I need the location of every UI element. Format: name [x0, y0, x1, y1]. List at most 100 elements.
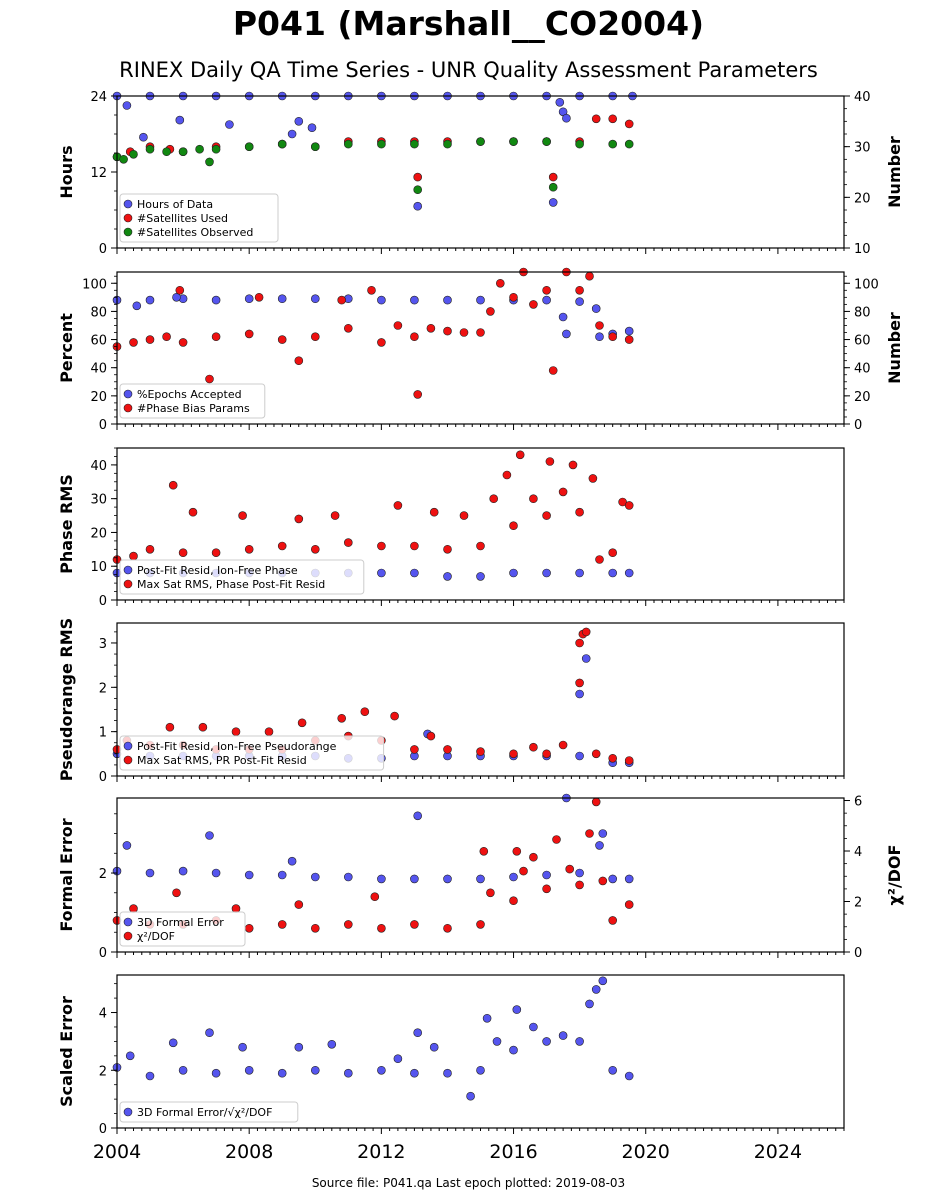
data-point: [122, 841, 132, 850]
data-point: [476, 572, 485, 581]
data-point: [145, 1071, 155, 1081]
data-point: [337, 713, 347, 723]
data-point: [310, 923, 320, 933]
data-point: [410, 541, 419, 551]
y-right-tick-label: 100: [854, 277, 879, 292]
data-point: [145, 544, 155, 554]
data-point: [575, 285, 584, 295]
y-right-tick-label: 6: [854, 795, 862, 810]
data-point: [598, 876, 608, 886]
data-point: [502, 470, 512, 480]
y-axis-label: Formal Error: [57, 818, 76, 931]
data-point: [165, 722, 175, 732]
data-point: [575, 139, 584, 149]
data-point: [244, 142, 254, 151]
y-tick-label: 2: [99, 681, 107, 696]
legend-marker: [123, 1107, 133, 1117]
data-point: [529, 852, 538, 862]
y-tick-label: 1: [99, 726, 107, 741]
data-point: [277, 335, 287, 344]
data-point: [512, 846, 522, 856]
y-right-tick-label: 2: [854, 896, 862, 911]
data-point: [211, 1068, 221, 1078]
data-point: [145, 295, 155, 305]
data-point: [297, 718, 307, 728]
data-point: [413, 185, 423, 194]
data-point: [429, 507, 439, 517]
data-point: [558, 1031, 568, 1040]
legend-box: [119, 1101, 299, 1123]
data-point: [608, 874, 618, 884]
data-point: [330, 511, 340, 520]
data-point: [410, 139, 419, 149]
y-right-tick-label: 40: [854, 362, 871, 377]
legend-label: 3D Formal Error/√χ²/DOF: [137, 1106, 272, 1119]
x-tick-label: 2012: [357, 1141, 405, 1163]
data-point: [132, 301, 142, 311]
y-axis-label: Phase RMS: [57, 474, 76, 574]
data-point: [509, 749, 518, 759]
data-point: [377, 923, 386, 933]
data-point: [377, 139, 386, 149]
y-tick-label: 0: [99, 242, 107, 257]
data-point: [542, 285, 551, 295]
data-point: [294, 356, 304, 366]
data-point: [529, 300, 538, 309]
data-point: [598, 976, 608, 986]
data-point: [172, 292, 181, 302]
data-point: [377, 874, 386, 884]
data-point: [476, 920, 485, 929]
data-point: [205, 374, 214, 384]
data-point: [231, 727, 241, 737]
data-point: [264, 727, 274, 737]
data-point: [479, 846, 489, 856]
panel-4: 0 1 2 3 Pseudorange RMS Post-Fit Resid, Ion-F…: [57, 618, 845, 785]
data-point: [575, 507, 584, 517]
data-point: [377, 568, 386, 578]
data-point: [343, 920, 353, 929]
y-right-tick-label: 0: [854, 946, 862, 961]
data-point: [178, 338, 188, 347]
data-point: [310, 1066, 320, 1075]
x-tick-label: 2008: [225, 1141, 273, 1163]
data-point: [377, 541, 386, 551]
data-point: [343, 872, 353, 882]
y-tick-label: 12: [90, 166, 107, 181]
legend-marker: [123, 213, 133, 223]
data-point: [413, 390, 423, 399]
data-point: [343, 1068, 353, 1078]
data-point: [129, 904, 138, 913]
data-point: [129, 150, 138, 159]
x-tick-label: 2004: [93, 1141, 141, 1163]
data-point: [558, 487, 568, 497]
data-point: [410, 295, 419, 305]
data-point: [585, 999, 594, 1009]
data-point: [624, 756, 634, 765]
data-point: [591, 985, 601, 994]
data-point: [581, 627, 591, 637]
panel-6: 0 2 4 Scaled Error 3D Formal Error/√χ²/DOF: [57, 974, 845, 1137]
y-right-tick-label: 40: [854, 90, 871, 105]
data-point: [459, 511, 469, 520]
data-point: [188, 507, 198, 517]
data-point: [595, 321, 604, 330]
data-point: [343, 139, 353, 149]
legend-marker: [123, 565, 133, 575]
data-point: [624, 335, 634, 344]
data-point: [145, 335, 155, 344]
data-point: [509, 137, 518, 146]
y-right-tick-label: 60: [854, 334, 871, 349]
y-tick-label: 40: [90, 459, 107, 474]
legend-marker: [123, 741, 133, 751]
legend-label: Hours of Data: [137, 198, 213, 211]
data-point: [624, 119, 634, 129]
legend-marker: [123, 579, 133, 589]
data-point: [495, 278, 505, 288]
y-tick-label: 30: [90, 493, 107, 508]
data-point: [393, 1054, 403, 1063]
data-point: [310, 142, 320, 151]
data-point: [410, 745, 419, 754]
data-point: [598, 829, 608, 838]
data-point: [195, 144, 204, 154]
data-point: [162, 332, 171, 342]
